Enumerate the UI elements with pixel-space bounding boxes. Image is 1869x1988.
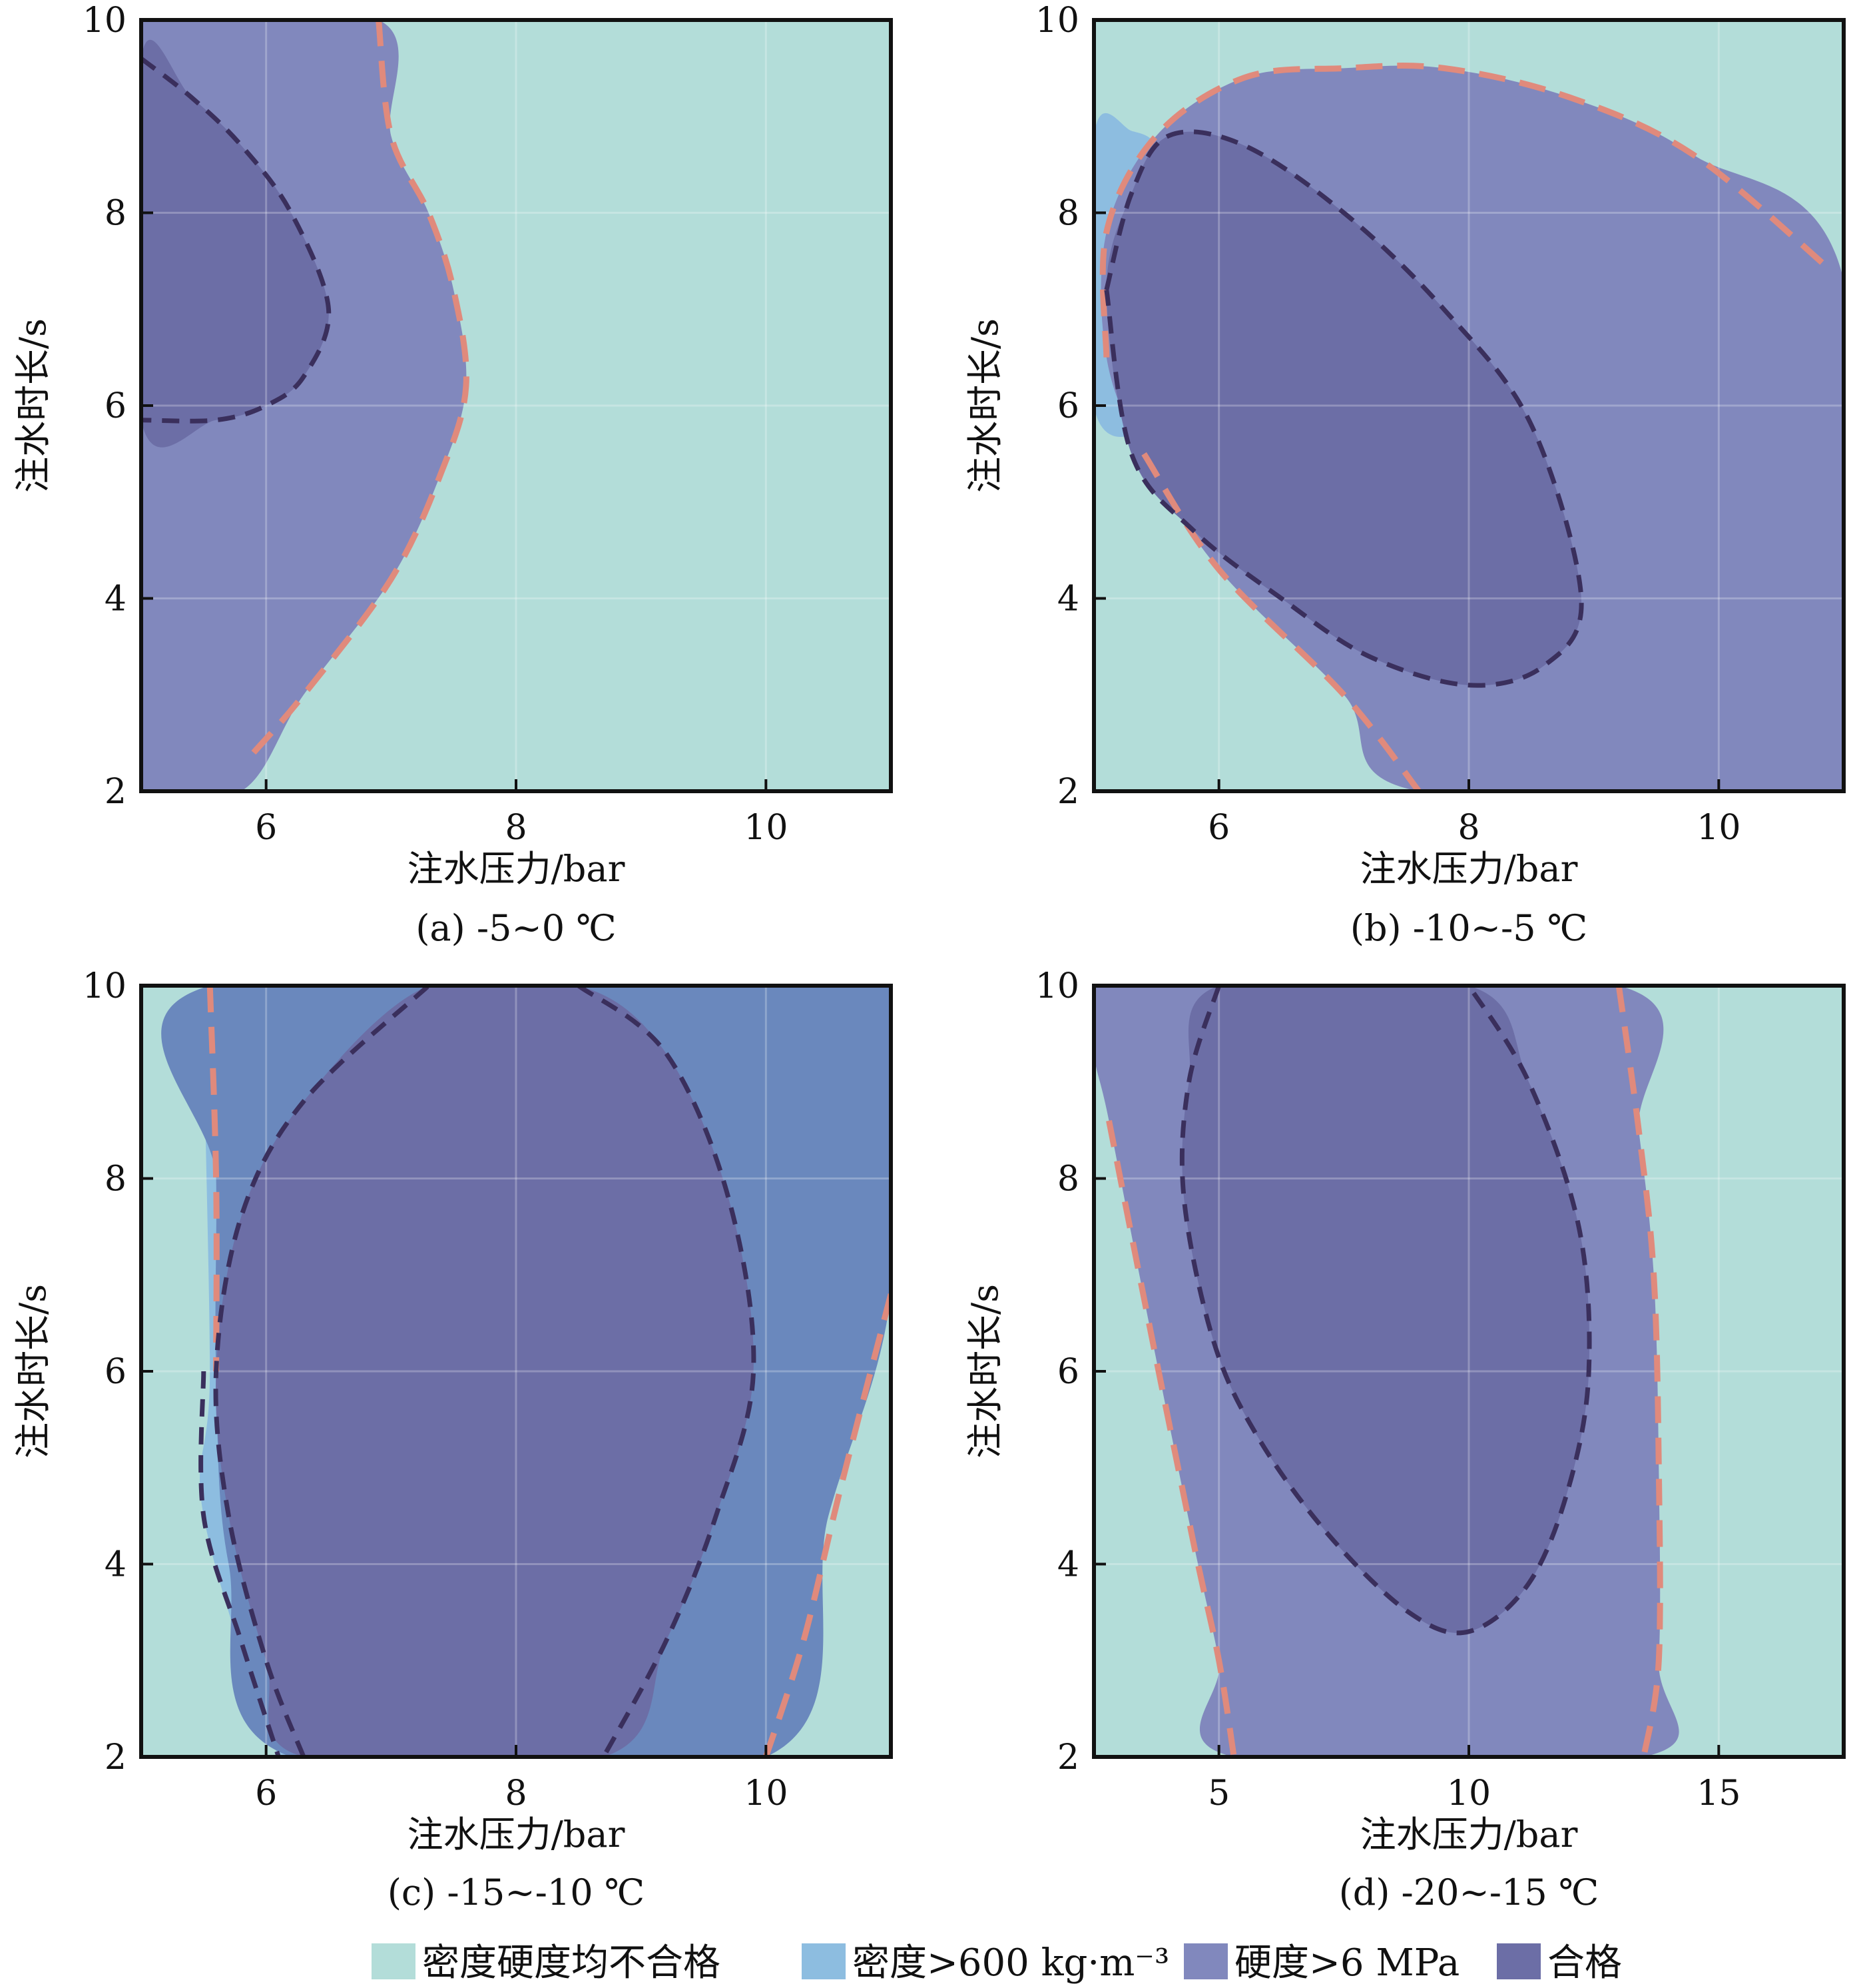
x-tick-label: 6 — [255, 808, 277, 848]
legend-label: 密度>600 kg·m⁻³ — [852, 1941, 1169, 1985]
y-axis-label: 注水时长/s — [964, 1284, 1006, 1459]
panel-c: 6 8 10 2 4 6 8 10 注水压力/bar 注水时长/s (c) -15~-10 ℃ — [12, 966, 893, 1913]
boundary-qualified — [1104, 129, 1584, 688]
boundary-hardness — [251, 20, 469, 755]
region-qualified — [141, 39, 329, 448]
legend-item: 硬度>6 MPa — [1184, 1941, 1460, 1985]
y-tick-label: 2 — [105, 1738, 127, 1778]
x-tick-label: 8 — [1458, 808, 1479, 848]
boundary-hardness — [1099, 63, 1834, 358]
legend-swatch — [1497, 1943, 1541, 1979]
legend-item: 密度硬度均不合格 — [372, 1941, 720, 1985]
y-tick-label: 10 — [83, 1, 127, 41]
y-axis-label: 注水时长/s — [12, 1284, 54, 1459]
plot-area — [1094, 986, 1844, 1757]
y-axis-label: 注水时长/s — [964, 318, 1006, 493]
boundary-qualified — [577, 986, 756, 1757]
boundary-qualified — [198, 1371, 281, 1757]
x-tick-label: 15 — [1697, 1774, 1740, 1814]
region-qualified — [216, 986, 754, 1757]
x-axis-label: 注水压力/bar — [1360, 848, 1578, 890]
y-tick-label: 6 — [105, 1352, 127, 1392]
panel-caption: (c) -15~-10 ℃ — [388, 1871, 645, 1913]
panel-caption: (a) -5~0 ℃ — [415, 907, 616, 949]
y-tick-label: 10 — [83, 966, 127, 1006]
y-tick-label: 10 — [1035, 1, 1079, 41]
x-tick-label: 6 — [1208, 808, 1230, 848]
boundary-hardness — [1141, 452, 1422, 791]
boundary-hardness — [1615, 986, 1663, 1757]
legend-swatch — [372, 1943, 415, 1979]
legend-swatch — [802, 1943, 846, 1979]
plot-area — [141, 20, 891, 791]
x-tick-label: 10 — [744, 1774, 788, 1814]
legend-swatch — [1184, 1943, 1228, 1979]
y-tick-label: 4 — [1057, 1545, 1079, 1585]
y-tick-label: 2 — [105, 772, 127, 812]
y-tick-label: 6 — [1057, 1352, 1079, 1392]
boundary-qualified — [213, 986, 430, 1757]
boundary-hardness — [1106, 1120, 1237, 1757]
y-tick-label: 8 — [105, 194, 127, 234]
region-qualified — [1106, 131, 1582, 686]
x-tick-label: 5 — [1208, 1774, 1230, 1814]
y-tick-label: 4 — [105, 1545, 127, 1585]
region-qualified — [1182, 986, 1590, 1633]
x-axis-label: 注水压力/bar — [1360, 1814, 1578, 1855]
y-tick-label: 6 — [105, 386, 127, 426]
x-tick-label: 8 — [505, 1774, 527, 1814]
legend-label: 硬度>6 MPa — [1234, 1941, 1460, 1985]
boundary-qualified — [1179, 986, 1592, 1636]
legend-item: 密度>600 kg·m⁻³ — [802, 1941, 1169, 1985]
y-tick-label: 8 — [1057, 194, 1079, 234]
y-tick-label: 8 — [1057, 1160, 1079, 1199]
x-tick-label: 10 — [744, 808, 788, 848]
y-tick-label: 8 — [105, 1160, 127, 1199]
y-axis-label: 注水时长/s — [12, 318, 54, 493]
boundary-qualified — [141, 57, 332, 424]
legend: 密度硬度均不合格 密度>600 kg·m⁻³ 硬度>6 MPa 合格 — [372, 1941, 1622, 1985]
plot-area — [1094, 20, 1844, 791]
panel-a: 6 8 10 2 4 6 8 10 注水压力/bar 注水时长/s (a) -5~0 ℃ — [12, 1, 893, 949]
region-density — [200, 986, 304, 1757]
boundary-hardness — [763, 1293, 891, 1757]
x-tick-label: 8 — [505, 808, 527, 848]
x-tick-label: 10 — [1447, 1774, 1491, 1814]
legend-item: 合格 — [1497, 1941, 1622, 1985]
legend-label: 合格 — [1547, 1941, 1622, 1985]
panel-b: 6 8 10 2 4 6 8 10 注水压力/bar 注水时长/s (b) -10~-5 ℃ — [964, 1, 1846, 949]
x-axis-label: 注水压力/bar — [407, 1814, 625, 1855]
boundary-hardness — [206, 986, 220, 1372]
y-tick-label: 2 — [1057, 1738, 1079, 1778]
y-tick-label: 2 — [1057, 772, 1079, 812]
x-tick-label: 10 — [1697, 808, 1740, 848]
y-tick-label: 6 — [1057, 386, 1079, 426]
x-axis-label: 注水压力/bar — [407, 848, 625, 890]
panel-caption: (b) -10~-5 ℃ — [1350, 907, 1587, 949]
y-tick-label: 10 — [1035, 966, 1079, 1006]
panel-caption: (d) -20~-15 ℃ — [1339, 1871, 1599, 1913]
legend-label: 密度硬度均不合格 — [422, 1941, 720, 1985]
plot-area — [141, 986, 891, 1757]
y-tick-label: 4 — [1057, 579, 1079, 619]
x-tick-label: 6 — [255, 1774, 277, 1814]
y-tick-label: 4 — [105, 579, 127, 619]
